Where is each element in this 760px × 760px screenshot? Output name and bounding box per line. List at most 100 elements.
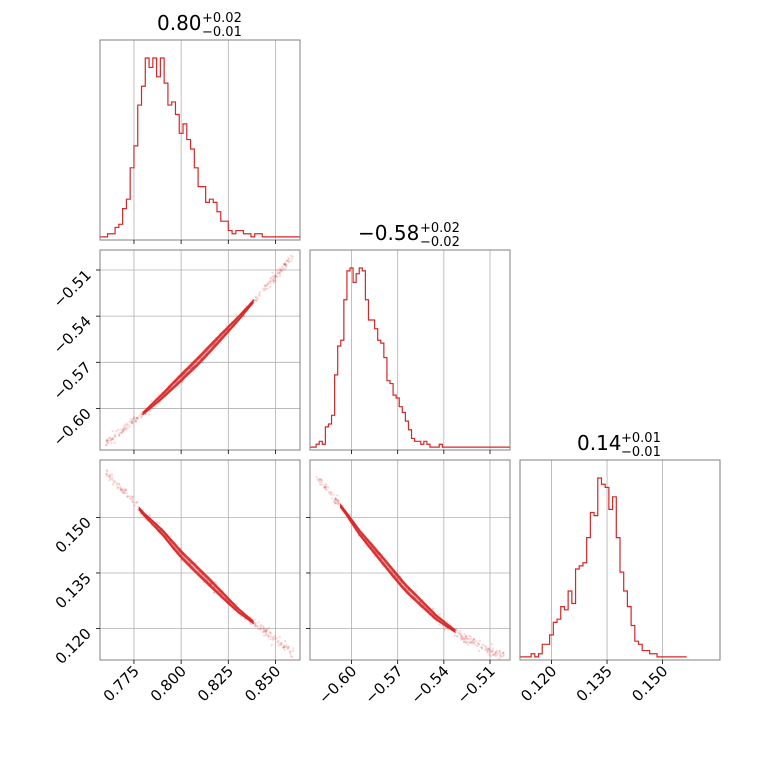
sample-point bbox=[272, 280, 276, 283]
sample-point bbox=[121, 488, 124, 491]
sample-point bbox=[327, 486, 330, 489]
sample-point bbox=[120, 488, 123, 491]
sample-point bbox=[319, 483, 322, 486]
x-tick-label: 0.850 bbox=[241, 662, 284, 705]
sample-point bbox=[333, 500, 336, 503]
y-tick-label: −0.57 bbox=[50, 358, 95, 403]
panel-frame bbox=[519, 459, 721, 661]
sample-point bbox=[105, 474, 108, 477]
sample-point bbox=[334, 497, 337, 500]
sample-point bbox=[271, 271, 274, 275]
sample-point bbox=[262, 630, 266, 633]
sample-point bbox=[109, 473, 112, 477]
sample-point bbox=[263, 284, 266, 287]
sample-point bbox=[316, 478, 319, 481]
sample-point bbox=[283, 648, 286, 651]
sample-point bbox=[461, 637, 464, 640]
sample-point bbox=[106, 441, 109, 444]
sample-point bbox=[337, 499, 340, 503]
sample-point bbox=[132, 416, 136, 419]
sample-point bbox=[272, 637, 275, 640]
title-minus: −0.01 bbox=[621, 445, 661, 460]
sample-point bbox=[486, 649, 489, 652]
sample-point bbox=[490, 651, 493, 654]
sample-point bbox=[282, 646, 285, 649]
sample-point bbox=[269, 282, 272, 285]
title-param-1: −0.58 +0.02 −0.02 bbox=[358, 221, 460, 250]
sample-point bbox=[273, 637, 277, 640]
sample-point bbox=[264, 288, 267, 291]
sample-point bbox=[105, 472, 108, 475]
sample-point bbox=[287, 647, 290, 650]
title-value: 0.80 bbox=[157, 11, 202, 35]
sample-point bbox=[110, 437, 113, 440]
sample-point bbox=[288, 650, 291, 654]
sample-point bbox=[461, 635, 465, 638]
sample-point bbox=[134, 420, 138, 423]
sample-point bbox=[283, 645, 286, 648]
sample-point bbox=[446, 620, 449, 623]
sample-point bbox=[274, 279, 277, 282]
sample-point bbox=[486, 649, 489, 653]
sample-point bbox=[272, 274, 276, 278]
sample-point bbox=[474, 643, 477, 646]
sample-point bbox=[481, 647, 484, 650]
sample-point bbox=[114, 430, 118, 433]
sample-point bbox=[498, 649, 501, 653]
sample-point bbox=[112, 438, 115, 441]
sample-point bbox=[469, 641, 472, 644]
sample-point bbox=[319, 481, 322, 484]
sample-point bbox=[468, 634, 471, 638]
sample-point bbox=[467, 637, 470, 640]
sample-point bbox=[120, 490, 124, 493]
sample-point bbox=[267, 635, 270, 638]
sample-point bbox=[321, 479, 324, 482]
sample-point bbox=[279, 641, 283, 644]
sample-point bbox=[337, 498, 340, 501]
y-tick-label: −0.60 bbox=[50, 405, 95, 450]
sample-point bbox=[488, 648, 491, 651]
sample-point bbox=[282, 644, 286, 647]
sample-point bbox=[278, 271, 281, 274]
sample-point bbox=[328, 492, 331, 495]
sample-point bbox=[494, 650, 497, 654]
sample-point bbox=[254, 295, 257, 298]
sample-point bbox=[282, 266, 285, 270]
sample-point bbox=[501, 652, 504, 655]
panel-frame bbox=[309, 249, 511, 451]
sample-point bbox=[323, 486, 326, 489]
sample-point bbox=[278, 272, 281, 275]
sample-point bbox=[140, 413, 144, 416]
sample-point bbox=[119, 488, 122, 491]
sample-point bbox=[116, 487, 119, 490]
sample-point bbox=[113, 435, 116, 438]
sample-point bbox=[266, 633, 270, 637]
sample-point bbox=[284, 264, 288, 267]
sample-point bbox=[124, 428, 127, 431]
sample-point bbox=[330, 493, 333, 496]
sample-point bbox=[337, 503, 340, 506]
sample-point bbox=[132, 501, 135, 504]
sample-point bbox=[431, 607, 435, 610]
x-tick-label: −0.51 bbox=[454, 662, 499, 707]
sample-point bbox=[492, 653, 495, 657]
sample-point bbox=[335, 501, 338, 505]
sample-point bbox=[121, 429, 125, 432]
sample-point bbox=[317, 479, 321, 483]
sample-point bbox=[336, 494, 339, 497]
sample-point bbox=[477, 649, 481, 652]
sample-point bbox=[111, 437, 114, 440]
sample-point bbox=[140, 415, 143, 418]
sample-point bbox=[120, 430, 123, 434]
sample-point bbox=[123, 426, 126, 429]
sample-point bbox=[128, 420, 131, 423]
sample-point bbox=[201, 361, 205, 365]
y-tick-label: −0.54 bbox=[50, 312, 95, 357]
sample-point bbox=[473, 641, 476, 644]
x-tick-label: 0.825 bbox=[194, 662, 237, 705]
sample-point bbox=[108, 436, 111, 439]
sample-point bbox=[121, 429, 125, 432]
sample-point bbox=[117, 434, 121, 437]
sample-point bbox=[255, 296, 258, 299]
